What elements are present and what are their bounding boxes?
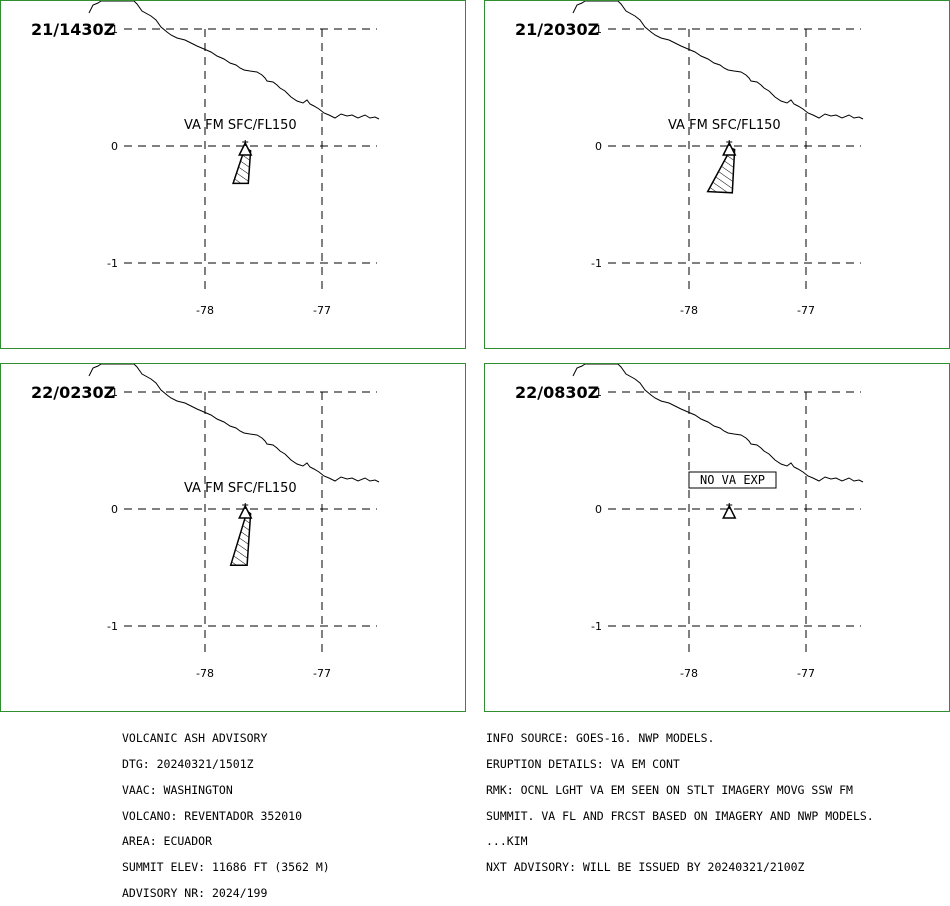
volcano-marker-tick: [242, 140, 249, 147]
advisory-details-text: INFO SOURCE: GOES-16. NWP MODELS. ERUPTI…: [486, 717, 874, 880]
forecast-panel-4: 1 0 -1 -78 -77 22/0830Z NO VA EXP: [484, 363, 950, 712]
ash-cloud-polygon: [706, 147, 736, 194]
volcano-marker-tick: [242, 503, 249, 510]
volcano-marker-tick: [726, 503, 733, 510]
volcano-marker-tick: [726, 140, 733, 147]
latitude-tick-label: -1: [591, 257, 602, 270]
latitude-tick-label: 0: [111, 503, 118, 516]
longitude-tick-label: -77: [313, 667, 331, 680]
longitude-tick-label: -78: [680, 667, 698, 680]
advisory-line: VOLCANIC ASH ADVISORY: [122, 731, 268, 746]
advisory-line: SUMMIT. VA FL AND FRCST BASED ON IMAGERY…: [486, 808, 874, 823]
latitude-tick-label: 0: [595, 503, 602, 516]
ash-cloud-polygon: [229, 510, 252, 566]
ash-map: 1 0 -1 -78 -77 22/0230Z VA FM SFC/FL150: [31, 364, 380, 680]
ash-map: 1 0 -1 -78 -77 22/0830Z NO VA EXP: [515, 364, 864, 680]
longitude-tick-label: -78: [196, 304, 214, 317]
volcano-icon: [238, 141, 253, 156]
advisory-line: VOLCANO: REVENTADOR 352010: [122, 808, 303, 823]
longitude-tick-label: -77: [313, 304, 331, 317]
latitude-tick-label: -1: [591, 620, 602, 633]
advisory-line: VAAC: WASHINGTON: [122, 782, 233, 797]
advisory-line: ADVISORY NR: 2024/199: [122, 885, 268, 900]
ash-altitude-label: VA FM SFC/FL150: [668, 118, 781, 133]
ash-altitude-label: VA FM SFC/FL150: [184, 118, 297, 133]
coastline: [88, 1, 380, 120]
latitude-tick-label: 0: [111, 140, 118, 153]
ash-altitude-label: VA FM SFC/FL150: [184, 481, 297, 496]
ash-map: 1 0 -1 -78 -77 21/1430Z VA FM SFC/FL150: [31, 1, 380, 317]
forecast-panel-2: 1 0 -1 -78 -77 21/2030Z VA FM SFC/FL150: [484, 0, 950, 349]
advisory-line: ...KIM: [486, 834, 528, 849]
latitude-tick-label: -1: [107, 620, 118, 633]
no-ash-expected-label: NO VA EXP: [700, 473, 765, 487]
advisory-line: INFO SOURCE: GOES-16. NWP MODELS.: [486, 731, 715, 746]
volcano-icon: [722, 141, 737, 156]
forecast-panel-3: 1 0 -1 -78 -77 22/0230Z VA FM SFC/FL150: [0, 363, 466, 712]
latitude-tick-label: -1: [107, 257, 118, 270]
valid-time-label: 22/0230Z: [31, 383, 115, 402]
longitude-tick-label: -77: [797, 304, 815, 317]
valid-time-label: 22/0830Z: [515, 383, 599, 402]
longitude-tick-label: -78: [196, 667, 214, 680]
latitude-tick-label: 1: [595, 23, 602, 36]
advisory-line: SUMMIT ELEV: 11686 FT (3562 M): [122, 860, 330, 875]
forecast-panel-1: 1 0 -1 -78 -77 21/1430Z VA FM SFC/FL150: [0, 0, 466, 349]
coastline: [572, 1, 864, 120]
latitude-tick-label: 1: [111, 23, 118, 36]
advisory-line: AREA: ECUADOR: [122, 834, 213, 849]
latitude-tick-label: 0: [595, 140, 602, 153]
valid-time-label: 21/2030Z: [515, 20, 599, 39]
longitude-tick-label: -77: [797, 667, 815, 680]
ash-map: 1 0 -1 -78 -77 21/2030Z VA FM SFC/FL150: [515, 1, 864, 317]
advisory-line: NXT ADVISORY: WILL BE ISSUED BY 20240321…: [486, 860, 805, 875]
volcano-icon: [722, 504, 737, 519]
volcano-icon: [238, 504, 253, 519]
latitude-tick-label: 1: [595, 386, 602, 399]
valid-time-label: 21/1430Z: [31, 20, 115, 39]
latitude-tick-label: 1: [111, 386, 118, 399]
coastline: [572, 364, 864, 483]
coastline: [88, 364, 380, 483]
advisory-line: DTG: 20240321/1501Z: [122, 756, 254, 771]
no-ash-box: [688, 471, 777, 489]
advisory-line: RMK: OCNL LGHT VA EM SEEN ON STLT IMAGER…: [486, 782, 853, 797]
longitude-tick-label: -78: [680, 304, 698, 317]
advisory-line: ERUPTION DETAILS: VA EM CONT: [486, 756, 680, 771]
